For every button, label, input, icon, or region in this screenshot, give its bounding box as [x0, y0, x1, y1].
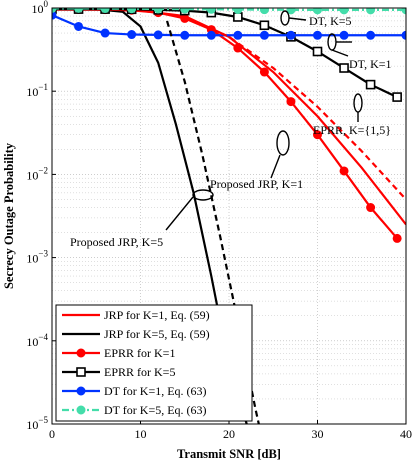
data-point: [76, 386, 86, 396]
data-point: [76, 405, 86, 415]
jrp-k5-arrow: [165, 196, 194, 231]
data-point: [312, 46, 323, 57]
x-axis-label: Transmit SNR [dB]: [177, 447, 281, 461]
series-line-6: [165, 20, 260, 424]
legend-box: [55, 304, 253, 422]
data-point: [100, 8, 110, 14]
legend: JRP for K=1, Eq. (59) JRP for K=5, Eq. (…: [55, 304, 253, 422]
data-point: [76, 367, 86, 377]
jrp-k1-arrow: [270, 154, 281, 179]
x-tick-label: 20: [223, 427, 235, 441]
data-point: [259, 30, 269, 40]
data-point: [365, 79, 376, 90]
y-tick-label: 10−2: [26, 165, 48, 182]
data-point: [233, 30, 243, 40]
data-point: [339, 63, 349, 73]
data-point: [286, 30, 296, 40]
annotation-jrp-k5: Proposed JRP, K=5: [70, 235, 163, 249]
data-point: [153, 8, 163, 14]
data-point: [259, 67, 269, 77]
data-point: [259, 8, 269, 15]
data-point: [233, 8, 243, 14]
data-point: [127, 30, 137, 40]
data-point: [313, 130, 322, 140]
x-tick-label: 10: [135, 427, 147, 441]
legend-label-jrp-k5: JRP for K=5, Eq. (59): [104, 327, 210, 341]
series-group: [52, 8, 406, 424]
data-point: [180, 30, 190, 40]
legend-label-jrp-k1: JRP for K=1, Eq. (59): [104, 308, 210, 322]
annotation-dt-k1: DT, K=1: [349, 57, 392, 71]
dt-k5-arrow: [288, 17, 307, 21]
data-point: [339, 166, 349, 176]
y-tick-label: 10−1: [26, 82, 48, 99]
data-point: [392, 92, 402, 102]
y-axis-label: Secrecy Outage Probability: [2, 142, 16, 289]
data-point: [76, 348, 86, 358]
data-point: [366, 203, 376, 213]
data-point: [74, 21, 84, 31]
data-point: [206, 8, 216, 14]
data-point: [401, 30, 406, 40]
legend-label-eprr-k5: EPRR for K=5: [104, 365, 175, 379]
data-point: [233, 12, 243, 22]
series-line-7: [184, 15, 406, 201]
data-point: [286, 8, 296, 15]
data-point: [100, 28, 110, 38]
data-point: [233, 43, 243, 53]
legend-label-dt-k1: DT for K=1, Eq. (63): [104, 384, 207, 398]
data-point: [366, 30, 376, 40]
data-point: [153, 30, 163, 40]
data-point: [127, 8, 137, 14]
axis-ticks: 0 10 20 30 40 10−5 10−4 10−3 10−2 10−1 100: [26, 0, 412, 441]
data-point: [52, 10, 57, 20]
data-point: [392, 233, 402, 243]
data-point: [339, 8, 349, 15]
dt-k1-arrow-2: [331, 49, 349, 57]
legend-label-dt-k5: DT for K=5, Eq. (63): [104, 403, 207, 417]
annotation-dt-k5: DT, K=5: [309, 14, 352, 28]
data-point: [313, 8, 322, 15]
y-tick-label: 10−5: [26, 415, 48, 432]
jrp-k5-ellipse: [192, 189, 214, 201]
data-point: [339, 30, 349, 40]
legend-label-eprr-k1: EPRR for K=1: [104, 346, 175, 360]
data-point: [259, 20, 270, 31]
x-tick-label: 0: [49, 427, 55, 441]
y-tick-label: 10−3: [26, 249, 48, 266]
annotation-eprr: EPRR, K={1,5}: [313, 123, 391, 137]
x-tick-label: 40: [400, 427, 412, 441]
data-point: [180, 8, 190, 14]
annotation-jrp-k1: Proposed JRP, K=1: [210, 177, 303, 191]
data-point: [313, 30, 322, 40]
annotation-pointers: [165, 10, 363, 231]
y-tick-label: 10−4: [26, 332, 48, 349]
data-point: [401, 8, 406, 15]
y-tick-label: 100: [32, 0, 49, 16]
jrp-k1-ellipse: [276, 130, 290, 156]
series-layer: [52, 8, 406, 424]
data-point: [366, 8, 376, 15]
data-point: [206, 30, 216, 40]
legend-samples: [62, 313, 100, 415]
x-tick-label: 30: [312, 427, 324, 441]
data-point: [286, 97, 296, 107]
